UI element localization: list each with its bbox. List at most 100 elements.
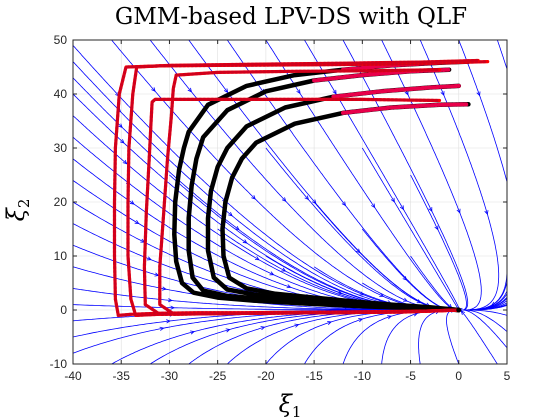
streamline-arrow	[122, 159, 128, 165]
demonstration-start-dots	[341, 102, 471, 115]
streamline	[111, 40, 459, 311]
streamline	[458, 158, 507, 311]
streamline	[458, 40, 507, 311]
y-tick-label: 0	[60, 303, 67, 317]
streamline-arrow	[403, 297, 408, 302]
x-tick-label: 5	[504, 369, 511, 383]
streamline-arrow	[223, 88, 229, 94]
streamline-arrow	[337, 290, 343, 295]
streamline-arrow	[234, 225, 240, 231]
streamline-arrow	[251, 195, 256, 200]
streamline	[361, 147, 460, 311]
streamline-arrow	[512, 211, 515, 215]
streamline	[458, 309, 507, 349]
streamline-arrow	[434, 225, 439, 231]
x-tick-label: -30	[161, 369, 179, 383]
streamline-arrow	[294, 323, 300, 328]
x-axis-subscript: 1	[292, 403, 302, 420]
attractor-point	[456, 307, 462, 313]
y-axis-symbol: ξ	[2, 206, 30, 221]
y-tick-label: 10	[54, 249, 68, 263]
streamline-arrow	[225, 328, 231, 333]
streamline-arrow	[167, 298, 173, 303]
y-axis-label: ξ2	[2, 199, 33, 222]
streamline	[419, 40, 500, 311]
streamline-arrow	[399, 205, 404, 211]
streamline-arrow	[161, 286, 167, 291]
streamline-arrow	[387, 315, 393, 320]
streamline-arrow	[119, 139, 125, 144]
streamline-arrow	[540, 213, 543, 217]
streamline	[304, 309, 459, 364]
streamline-arrow	[440, 91, 445, 96]
streamline	[265, 147, 459, 311]
streamline-arrow	[509, 298, 513, 302]
streamline	[458, 40, 507, 311]
demonstration-start-dots	[331, 83, 461, 99]
streamline-arrow	[187, 87, 192, 93]
streamline	[381, 40, 482, 311]
streamline	[226, 40, 459, 311]
x-tick-label: -5	[405, 369, 416, 383]
streamline-arrow	[190, 330, 195, 335]
streamline-arrow	[327, 320, 333, 325]
streamline	[149, 40, 459, 311]
streamline	[381, 309, 459, 364]
streamline	[458, 191, 507, 311]
y-axis-subscript: 2	[15, 199, 33, 209]
streamline-arrow	[260, 326, 266, 331]
streamline-arrow	[484, 210, 489, 216]
streamline-arrow	[286, 284, 292, 289]
streamline-arrow	[242, 239, 248, 244]
streamline-arrow	[296, 89, 301, 95]
axis-ticks: -40 -35 -30 -25 -20 -15 -10 -5 0 5 -10 0 10 20 30 40 50	[50, 33, 511, 383]
streamline-arrow	[146, 256, 152, 261]
streamline-arrow	[358, 318, 364, 323]
streamline	[304, 40, 460, 311]
streamline-arrow	[304, 195, 309, 201]
x-tick-label: -25	[209, 369, 227, 383]
streamline-arrow	[134, 219, 140, 225]
streamline-arrow	[520, 146, 523, 150]
streamline-arrow	[456, 208, 461, 214]
streamline-arrow	[379, 292, 385, 297]
streamline-arrow	[515, 244, 518, 248]
streamline-arrow	[519, 179, 522, 183]
streamline-arrow	[151, 87, 156, 92]
x-axis-label: ξ1	[279, 390, 302, 420]
streamline	[342, 40, 469, 311]
streamline-arrow	[332, 89, 337, 95]
streamline-arrow	[281, 197, 287, 202]
streamline-arrow	[118, 123, 123, 129]
streamline-arrow	[281, 267, 287, 272]
x-tick-label: -40	[64, 369, 82, 383]
streamline	[458, 126, 507, 311]
streamline-arrow	[254, 256, 260, 261]
streamline-arrow	[402, 276, 408, 281]
streamline	[446, 309, 460, 364]
streamline-arrow	[390, 197, 395, 203]
streamline-arrow	[404, 90, 409, 96]
streamline	[458, 61, 507, 311]
streamline	[458, 309, 507, 332]
y-tick-label: 30	[54, 141, 68, 155]
streamline	[410, 174, 467, 311]
x-tick-label: -35	[113, 369, 131, 383]
streamline-arrow	[460, 310, 466, 316]
streamline-arrow	[166, 319, 171, 324]
y-tick-label: 20	[54, 195, 68, 209]
streamline-arrow	[228, 212, 233, 217]
streamline-arrow	[371, 203, 376, 209]
streamline-arrow	[521, 114, 524, 118]
streamline-arrow	[518, 211, 521, 215]
streamline	[418, 309, 459, 364]
streamline-arrow	[129, 200, 135, 205]
x-axis-symbol: ξ	[279, 390, 294, 418]
streamline-arrow	[543, 235, 546, 239]
streamline-arrow	[428, 207, 433, 212]
demonstration-curve	[205, 83, 462, 313]
streamline	[410, 255, 459, 311]
streamline-arrow	[513, 92, 516, 96]
streamline-arrow	[311, 199, 317, 205]
streamline-arrow	[533, 267, 536, 271]
